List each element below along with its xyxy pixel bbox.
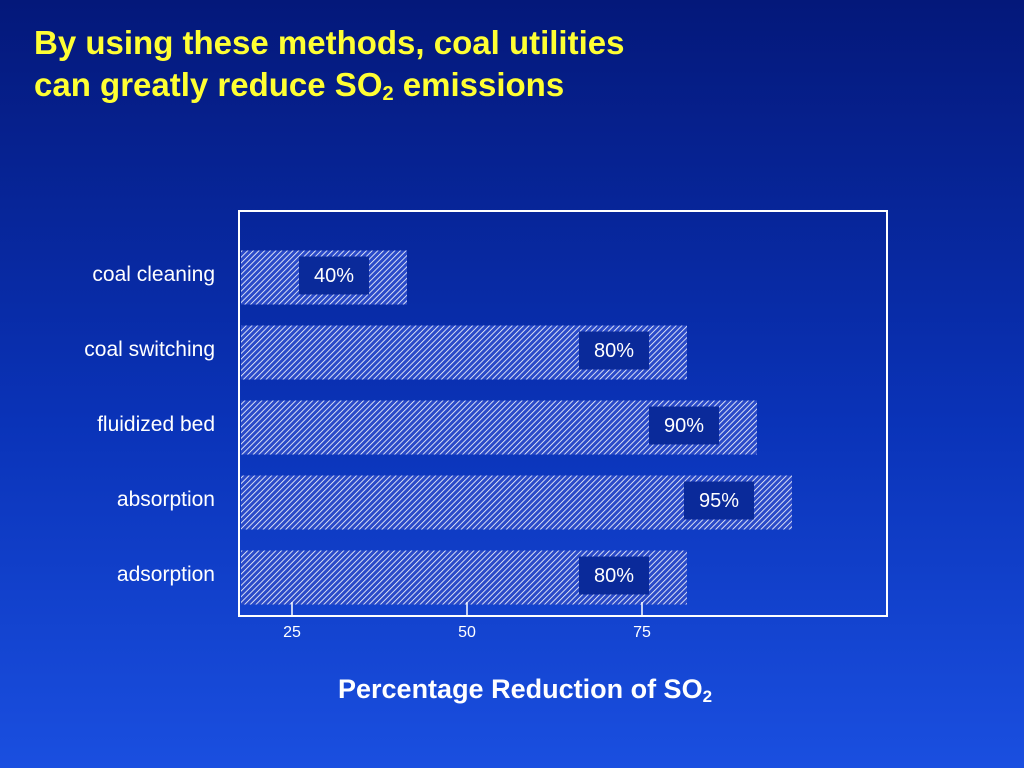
category-label: fluidized bed [97,413,215,436]
data-label: 90% [664,415,704,437]
data-label: 95% [699,490,739,512]
data-label-box [684,481,754,520]
category-label: coal cleaning [92,263,215,286]
plot-frame [238,210,888,617]
category-label: adsorption [117,563,215,586]
x-tick-label: 50 [458,624,476,641]
title-line-2-end: emissions [393,66,565,103]
x-axis-label-text: Percentage Reduction of SO [338,674,703,704]
x-axis-label-subscript: 2 [702,687,713,706]
data-label-box [579,331,649,370]
data-label: 80% [594,340,634,362]
x-tick-label: 75 [633,624,651,641]
data-label: 40% [314,265,354,287]
category-label: coal switching [84,338,215,361]
title-line-1: By using these methods, coal utilities [34,24,625,61]
title-line-2: can greatly reduce SO [34,66,383,103]
data-label: 80% [594,565,634,587]
data-label-box [579,556,649,595]
title-subscript: 2 [382,83,394,105]
x-tick-label: 25 [283,624,301,641]
x-axis-label: Percentage Reduction of SO2 [338,674,712,705]
slide-title: By using these methods, coal utilities c… [34,22,624,106]
data-label-box [299,256,369,295]
data-label-box [649,406,719,445]
category-label: absorption [117,488,215,511]
